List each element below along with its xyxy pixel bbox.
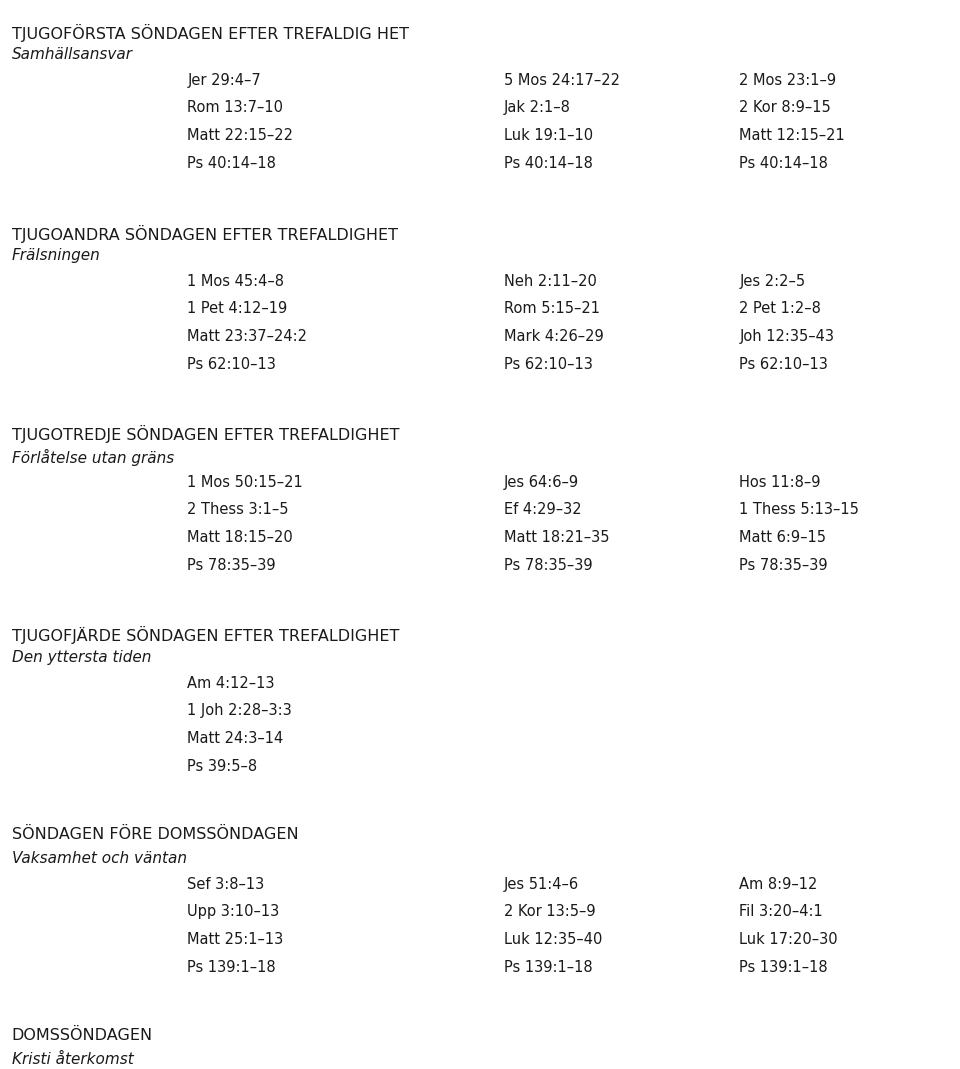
Text: Neh 2:11–20: Neh 2:11–20 — [504, 274, 597, 289]
Text: Ps 40:14–18: Ps 40:14–18 — [739, 156, 828, 171]
Text: TJUGOTREDJE SÖNDAGEN EFTER TREFALDIGHET: TJUGOTREDJE SÖNDAGEN EFTER TREFALDIGHET — [12, 425, 399, 444]
Text: Ps 39:5–8: Ps 39:5–8 — [187, 759, 257, 774]
Text: Rom 5:15–21: Rom 5:15–21 — [504, 301, 600, 316]
Text: Matt 18:15–20: Matt 18:15–20 — [187, 530, 293, 545]
Text: Jes 64:6–9: Jes 64:6–9 — [504, 475, 579, 490]
Text: Matt 25:1–13: Matt 25:1–13 — [187, 932, 283, 947]
Text: Frälsningen: Frälsningen — [12, 248, 100, 263]
Text: Jak 2:1–8: Jak 2:1–8 — [504, 100, 571, 115]
Text: TJUGOANDRA SÖNDAGEN EFTER TREFALDIGHET: TJUGOANDRA SÖNDAGEN EFTER TREFALDIGHET — [12, 224, 397, 243]
Text: Joh 12:35–43: Joh 12:35–43 — [739, 329, 834, 344]
Text: 1 Mos 50:15–21: 1 Mos 50:15–21 — [187, 475, 303, 490]
Text: 2 Pet 1:2–8: 2 Pet 1:2–8 — [739, 301, 821, 316]
Text: Ps 78:35–39: Ps 78:35–39 — [739, 558, 828, 573]
Text: Am 4:12–13: Am 4:12–13 — [187, 676, 275, 691]
Text: Luk 17:20–30: Luk 17:20–30 — [739, 932, 838, 947]
Text: 1 Thess 5:13–15: 1 Thess 5:13–15 — [739, 502, 859, 517]
Text: Ps 139:1–18: Ps 139:1–18 — [504, 960, 592, 975]
Text: Matt 23:37–24:2: Matt 23:37–24:2 — [187, 329, 307, 344]
Text: Matt 24:3–14: Matt 24:3–14 — [187, 731, 283, 746]
Text: Hos 11:8–9: Hos 11:8–9 — [739, 475, 821, 490]
Text: Ps 40:14–18: Ps 40:14–18 — [187, 156, 276, 171]
Text: Fil 3:20–4:1: Fil 3:20–4:1 — [739, 904, 823, 919]
Text: 2 Thess 3:1–5: 2 Thess 3:1–5 — [187, 502, 289, 517]
Text: 2 Mos 23:1–9: 2 Mos 23:1–9 — [739, 73, 836, 88]
Text: Jes 2:2–5: Jes 2:2–5 — [739, 274, 805, 289]
Text: Ps 62:10–13: Ps 62:10–13 — [187, 357, 276, 372]
Text: Sef 3:8–13: Sef 3:8–13 — [187, 877, 264, 892]
Text: Ps 62:10–13: Ps 62:10–13 — [504, 357, 593, 372]
Text: Ps 78:35–39: Ps 78:35–39 — [504, 558, 592, 573]
Text: 1 Pet 4:12–19: 1 Pet 4:12–19 — [187, 301, 287, 316]
Text: Den yttersta tiden: Den yttersta tiden — [12, 650, 151, 665]
Text: Ps 62:10–13: Ps 62:10–13 — [739, 357, 828, 372]
Text: Matt 6:9–15: Matt 6:9–15 — [739, 530, 827, 545]
Text: Luk 12:35–40: Luk 12:35–40 — [504, 932, 602, 947]
Text: 2 Kor 8:9–15: 2 Kor 8:9–15 — [739, 100, 831, 115]
Text: Matt 12:15–21: Matt 12:15–21 — [739, 128, 845, 143]
Text: Am 8:9–12: Am 8:9–12 — [739, 877, 818, 892]
Text: Mark 4:26–29: Mark 4:26–29 — [504, 329, 604, 344]
Text: Matt 22:15–22: Matt 22:15–22 — [187, 128, 293, 143]
Text: Samhällsansvar: Samhällsansvar — [12, 47, 132, 62]
Text: TJUGOFÖRSTA SÖNDAGEN EFTER TREFALDIG HET: TJUGOFÖRSTA SÖNDAGEN EFTER TREFALDIG HET — [12, 24, 409, 42]
Text: Vaksamhet och väntan: Vaksamhet och väntan — [12, 851, 186, 866]
Text: Matt 18:21–35: Matt 18:21–35 — [504, 530, 610, 545]
Text: Ps 78:35–39: Ps 78:35–39 — [187, 558, 276, 573]
Text: Ps 40:14–18: Ps 40:14–18 — [504, 156, 593, 171]
Text: Rom 13:7–10: Rom 13:7–10 — [187, 100, 283, 115]
Text: Luk 19:1–10: Luk 19:1–10 — [504, 128, 593, 143]
Text: Upp 3:10–13: Upp 3:10–13 — [187, 904, 279, 919]
Text: Ef 4:29–32: Ef 4:29–32 — [504, 502, 582, 517]
Text: 1 Mos 45:4–8: 1 Mos 45:4–8 — [187, 274, 284, 289]
Text: DOMSSÖNDAGEN: DOMSSÖNDAGEN — [12, 1028, 153, 1043]
Text: SÖNDAGEN FÖRE DOMSSÖNDAGEN: SÖNDAGEN FÖRE DOMSSÖNDAGEN — [12, 827, 299, 842]
Text: Förlåtelse utan gräns: Förlåtelse utan gräns — [12, 449, 174, 466]
Text: Ps 139:1–18: Ps 139:1–18 — [187, 960, 276, 975]
Text: Kristi återkomst: Kristi återkomst — [12, 1052, 133, 1067]
Text: 2 Kor 13:5–9: 2 Kor 13:5–9 — [504, 904, 595, 919]
Text: Ps 139:1–18: Ps 139:1–18 — [739, 960, 828, 975]
Text: 1 Joh 2:28–3:3: 1 Joh 2:28–3:3 — [187, 703, 292, 718]
Text: Jer 29:4–7: Jer 29:4–7 — [187, 73, 261, 88]
Text: 5 Mos 24:17–22: 5 Mos 24:17–22 — [504, 73, 620, 88]
Text: Jes 51:4–6: Jes 51:4–6 — [504, 877, 579, 892]
Text: TJUGOFJÄRDE SÖNDAGEN EFTER TREFALDIGHET: TJUGOFJÄRDE SÖNDAGEN EFTER TREFALDIGHET — [12, 626, 399, 645]
